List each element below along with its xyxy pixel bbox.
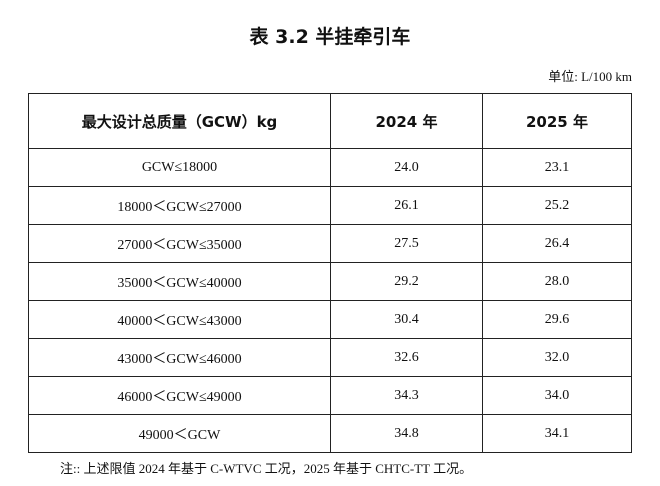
table-row: 18000＜GCW≤27000 26.1 25.2 [28,186,632,225]
table-cell: 35000＜GCW≤40000 [28,262,331,301]
table-cell: 24.0 [330,148,483,187]
table-cell: 34.3 [330,376,483,415]
table-cell: 32.6 [330,338,483,377]
table-title: 表 3.2 半挂牵引车 [249,26,411,48]
table-cell: 26.1 [330,186,483,225]
table-cell: GCW≤18000 [28,148,331,187]
table-cell: 43000＜GCW≤46000 [28,338,331,377]
table-cell: 27.5 [330,224,483,263]
header-cell: 2024 年 [330,93,483,149]
table-cell: 27000＜GCW≤35000 [28,224,331,263]
table-row: 49000＜GCW 34.8 34.1 [28,414,632,453]
table-cell: 46000＜GCW≤49000 [28,376,331,415]
table-cell: 34.8 [330,414,483,453]
table-row: 46000＜GCW≤49000 34.3 34.0 [28,376,632,415]
table-cell: 18000＜GCW≤27000 [28,186,331,225]
table-cell: 34.1 [482,414,632,453]
table-cell: 30.4 [330,300,483,339]
table-row: 35000＜GCW≤40000 29.2 28.0 [28,262,632,301]
table-cell: 49000＜GCW [28,414,331,453]
table-cell: 29.2 [330,262,483,301]
header-row: 最大设计总质量（GCW）kg 2024 年 2025 年 [28,93,632,149]
table-cell: 28.0 [482,262,632,301]
table-row: GCW≤18000 24.0 23.1 [28,148,632,187]
table-cell: 40000＜GCW≤43000 [28,300,331,339]
unit-label: 单位: L/100 km [548,69,632,84]
table-cell: 29.6 [482,300,632,339]
table-cell: 26.4 [482,224,632,263]
header-cell: 最大设计总质量（GCW）kg [28,93,331,149]
table-row: 40000＜GCW≤43000 30.4 29.6 [28,300,632,339]
table-row: 43000＜GCW≤46000 32.6 32.0 [28,338,632,377]
header-cell: 2025 年 [482,93,632,149]
table-cell: 34.0 [482,376,632,415]
table-cell: 25.2 [482,186,632,225]
table-cell: 23.1 [482,148,632,187]
table-row: 27000＜GCW≤35000 27.5 26.4 [28,224,632,263]
footnote: 注:: 上述限值 2024 年基于 C-WTVC 工况，2025 年基于 CHT… [60,461,473,476]
data-table: 最大设计总质量（GCW）kg 2024 年 2025 年 GCW≤18000 24.0… [28,93,632,453]
table-body: GCW≤18000 24.0 23.1 18000＜GCW≤27000 26.1 25.2… [28,148,632,453]
table-cell: 32.0 [482,338,632,377]
